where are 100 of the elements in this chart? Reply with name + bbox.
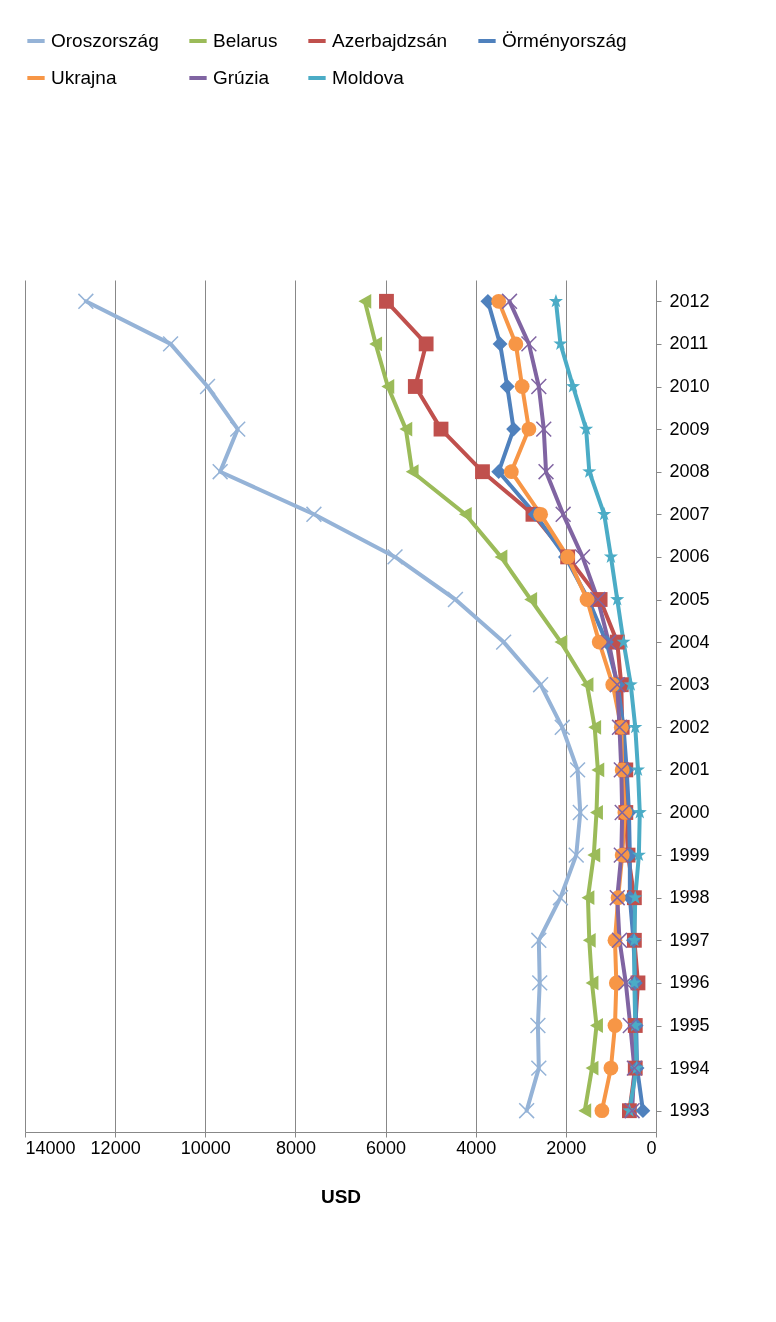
point xyxy=(518,1102,535,1119)
x-tick-label: 14000 xyxy=(25,1137,76,1158)
y-tick-label: 2006 xyxy=(669,546,710,567)
point xyxy=(492,336,508,352)
point xyxy=(520,335,538,353)
point xyxy=(399,421,413,437)
y-tick-label: 1994 xyxy=(669,1057,710,1078)
point xyxy=(587,847,601,863)
point xyxy=(581,890,595,906)
point xyxy=(491,293,507,309)
point xyxy=(530,1059,547,1077)
point xyxy=(580,677,594,693)
point xyxy=(623,1102,641,1119)
legend-label: Oroszország xyxy=(51,30,159,51)
point xyxy=(494,549,508,565)
point xyxy=(585,1060,599,1076)
point xyxy=(305,506,323,523)
y-tick-label: 2011 xyxy=(669,333,709,354)
point xyxy=(610,592,625,606)
point xyxy=(475,464,490,480)
x-axis-title: USD xyxy=(320,1185,362,1207)
x-tick-label: 12000 xyxy=(90,1137,141,1158)
point xyxy=(521,421,537,437)
y-tick-label: 1996 xyxy=(669,972,710,993)
point xyxy=(418,336,434,352)
point xyxy=(590,1018,603,1033)
point xyxy=(554,506,572,523)
y-tick-label: 1995 xyxy=(669,1015,710,1035)
point xyxy=(603,1060,619,1076)
point xyxy=(530,378,547,395)
point xyxy=(566,379,581,393)
legend-label: Azerbajdzsán xyxy=(332,30,448,51)
y-tick-label: 2002 xyxy=(669,716,710,737)
point xyxy=(585,975,599,991)
point xyxy=(574,548,591,566)
point xyxy=(77,293,95,310)
point xyxy=(622,1017,639,1034)
point xyxy=(358,293,372,309)
x-tick-label: 8000 xyxy=(275,1137,316,1158)
point xyxy=(579,421,594,436)
y-tick-label: 2004 xyxy=(669,631,710,652)
point xyxy=(582,932,596,948)
y-tick-label: 1997 xyxy=(669,929,710,950)
y-tick-label: 1993 xyxy=(669,1100,710,1121)
point xyxy=(405,464,419,480)
point xyxy=(508,336,524,352)
point xyxy=(369,336,383,352)
x-tick-label: 2000 xyxy=(546,1137,587,1158)
point xyxy=(554,634,568,650)
point xyxy=(503,464,519,480)
point xyxy=(491,464,507,480)
point xyxy=(211,463,229,480)
point xyxy=(572,804,589,821)
point xyxy=(588,719,602,735)
y-tick-label: 2010 xyxy=(669,376,710,396)
point xyxy=(569,761,586,779)
y-tick-label: 2005 xyxy=(669,589,710,609)
point xyxy=(591,762,605,778)
point xyxy=(407,379,423,394)
point xyxy=(381,379,395,394)
point xyxy=(623,677,638,691)
y-tick-label: 2007 xyxy=(669,503,710,524)
point xyxy=(499,379,515,394)
point xyxy=(568,846,585,864)
point xyxy=(386,548,404,566)
y-tick-label: 2000 xyxy=(669,802,710,822)
legend-label: Ukrajna xyxy=(51,67,117,88)
point xyxy=(162,335,179,353)
x-tick-label: 10000 xyxy=(180,1137,231,1158)
point xyxy=(524,592,538,607)
point xyxy=(506,421,521,437)
point xyxy=(552,889,569,906)
point xyxy=(458,506,472,522)
legend-label: Belarus xyxy=(213,30,278,51)
point xyxy=(379,293,394,309)
y-tick-label: 2008 xyxy=(669,461,710,482)
y-tick-label: 1998 xyxy=(669,887,710,908)
point xyxy=(611,932,628,949)
x-tick-label: 4000 xyxy=(456,1137,497,1158)
point xyxy=(229,420,246,438)
y-tick-label: 2009 xyxy=(669,418,710,439)
point xyxy=(533,506,549,522)
y-tick-label: 1999 xyxy=(669,844,710,865)
legend-label: Örményország xyxy=(502,30,627,51)
x-tick-label: 0 xyxy=(646,1137,657,1158)
legend-label: Grúzia xyxy=(213,67,270,88)
y-tick-label: 2012 xyxy=(669,290,710,311)
point xyxy=(590,805,603,820)
point xyxy=(554,719,571,736)
point xyxy=(535,420,552,438)
point xyxy=(617,974,634,992)
point xyxy=(433,421,449,437)
point xyxy=(597,506,612,521)
point xyxy=(548,293,563,308)
point xyxy=(594,1103,610,1119)
point xyxy=(616,634,631,649)
point xyxy=(537,463,555,480)
point xyxy=(531,974,548,992)
point xyxy=(607,1018,623,1033)
point xyxy=(529,1017,547,1034)
